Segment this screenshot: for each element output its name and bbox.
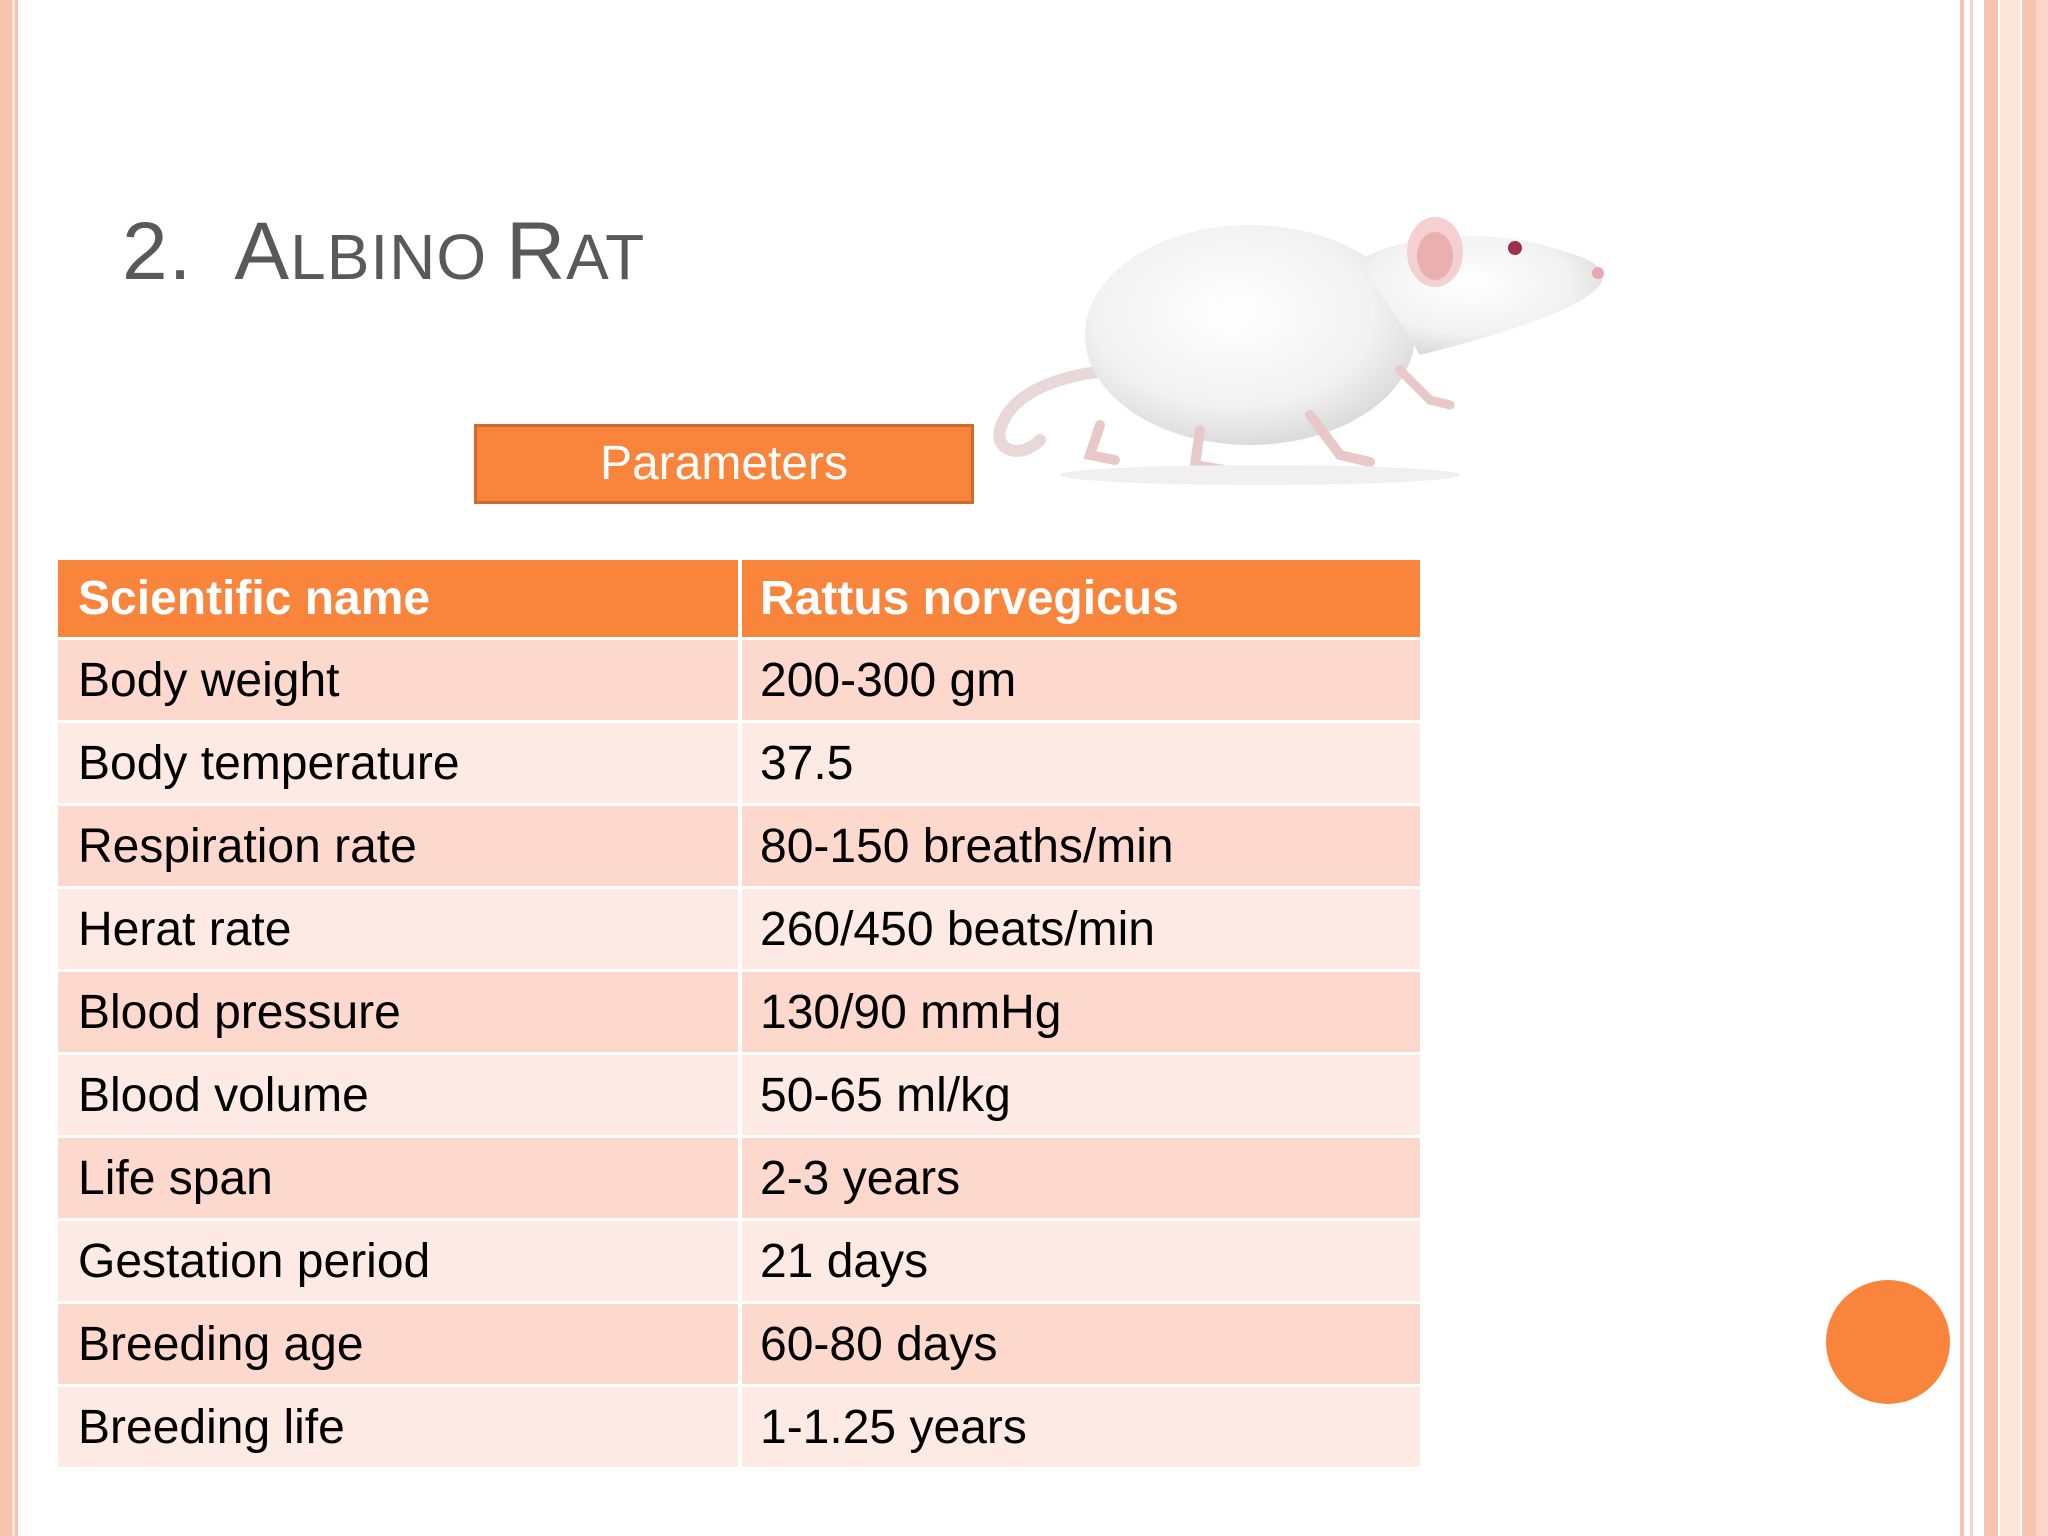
- title-part: [487, 221, 506, 293]
- table-row: Respiration rate 80-150 breaths/min: [58, 804, 1420, 889]
- slide-title: 2. ALBINO RAT: [122, 205, 645, 299]
- parameter-name-cell: Body weight: [58, 638, 742, 723]
- orange-circle-decoration: [1826, 1280, 1950, 1404]
- table-row: Blood pressure 130/90 mmHg: [58, 970, 1420, 1055]
- parameter-value-cell: 50-65 ml/kg: [740, 1053, 1420, 1138]
- table-header-row: Scientific name Rattus norvegicus: [58, 560, 1420, 640]
- parameter-name-cell: Breeding life: [58, 1385, 742, 1470]
- parameter-value-cell: 200-300 gm: [740, 638, 1420, 723]
- title-number: 2.: [122, 206, 193, 297]
- parameter-name-cell: Body temperature: [58, 721, 742, 806]
- table-row: Blood volume 50-65 ml/kg: [58, 1053, 1420, 1138]
- table-row: Breeding life 1-1.25 years: [58, 1385, 1420, 1470]
- table-header-cell: Rattus norvegicus: [740, 560, 1420, 640]
- parameter-value-cell: 60-80 days: [740, 1302, 1420, 1387]
- parameter-value-cell: 21 days: [740, 1219, 1420, 1304]
- title-part: R: [505, 206, 567, 297]
- parameter-name-cell: Herat rate: [58, 887, 742, 972]
- parameter-value-cell: 130/90 mmHg: [740, 970, 1420, 1055]
- parameters-table: Scientific name Rattus norvegicus Body w…: [58, 560, 1420, 1470]
- table-row: Body temperature 37.5: [58, 721, 1420, 806]
- left-border-decoration: [0, 0, 18, 1536]
- parameter-value-cell: 2-3 years: [740, 1136, 1420, 1221]
- table-row: Gestation period 21 days: [58, 1219, 1420, 1304]
- albino-rat-photo-icon: [993, 217, 1604, 485]
- table-row: Life span 2-3 years: [58, 1136, 1420, 1221]
- parameters-label-box: Parameters: [474, 424, 974, 504]
- table-header-cell: Scientific name: [58, 560, 742, 640]
- right-stripe-3: [1984, 0, 1998, 1536]
- right-stripe-2: [1970, 0, 1973, 1536]
- table-row: Herat rate 260/450 beats/min: [58, 887, 1420, 972]
- parameter-name-cell: Gestation period: [58, 1219, 742, 1304]
- table-row: Body weight 200-300 gm: [58, 638, 1420, 723]
- table-row: Breeding age 60-80 days: [58, 1302, 1420, 1387]
- title-part: A: [234, 206, 291, 297]
- right-stripe-4: [2000, 0, 2020, 1536]
- parameter-value-cell: 80-150 breaths/min: [740, 804, 1420, 889]
- parameter-value-cell: 37.5: [740, 721, 1420, 806]
- parameter-value-cell: 1-1.25 years: [740, 1385, 1420, 1470]
- right-stripe-5: [2022, 0, 2036, 1536]
- title-part: AT: [566, 221, 646, 293]
- right-stripe-1: [1960, 0, 1964, 1536]
- parameter-name-cell: Respiration rate: [58, 804, 742, 889]
- title-part: LBINO: [290, 221, 488, 293]
- parameter-name-cell: Breeding age: [58, 1302, 742, 1387]
- right-stripe-6: [2036, 0, 2048, 1536]
- parameter-value-cell: 260/450 beats/min: [740, 887, 1420, 972]
- parameter-name-cell: Blood volume: [58, 1053, 742, 1138]
- parameter-name-cell: Life span: [58, 1136, 742, 1221]
- parameter-name-cell: Blood pressure: [58, 970, 742, 1055]
